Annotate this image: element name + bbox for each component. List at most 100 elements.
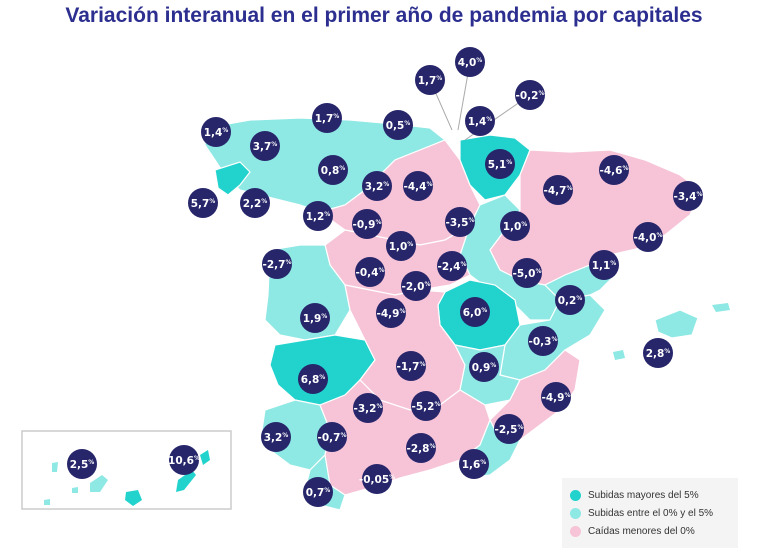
bubble-circle [485, 149, 515, 179]
bubble-circle [298, 364, 328, 394]
legend-item: Caídas menores del 0% [570, 524, 695, 538]
bubble-value: 3,2% [264, 432, 289, 444]
bubble-circle [494, 414, 524, 444]
bubble-circle [352, 209, 382, 239]
bubble-value: -0,3% [529, 336, 558, 348]
value-bubble: -5,2% [411, 391, 441, 421]
bubble-value: 1,4% [468, 116, 493, 128]
value-bubble: -4,9% [541, 382, 571, 412]
value-bubble: -4,4% [403, 171, 433, 201]
bubble-value: 0,5% [386, 120, 411, 132]
bubble-value: -0,05% [359, 474, 395, 486]
value-bubble: 2,2% [240, 188, 270, 218]
bubble-value: -5,2% [412, 401, 441, 413]
bubble-circle [459, 449, 489, 479]
bubble-value: 6,8% [301, 374, 326, 386]
bubble-circle [555, 285, 585, 315]
value-bubble: 3,2% [362, 171, 392, 201]
value-bubble: 3,7% [250, 131, 280, 161]
bubble-circle [353, 393, 383, 423]
value-bubbles: 1,7% 4,0% -0,2% 1,4% 3,7% 1,7% 0,5% 1,4% 5,1% 0,8… [67, 47, 703, 507]
bubble-circle [673, 181, 703, 211]
bubble-value: -0,4% [356, 267, 385, 279]
bubble-value: 10,6% [168, 455, 200, 467]
bubble-value: -4,9% [542, 392, 571, 404]
value-bubble: 1,1% [589, 250, 619, 280]
value-bubble: -4,0% [633, 222, 663, 252]
bubble-circle [455, 47, 485, 77]
bubble-value: -3,4% [674, 191, 703, 203]
bubble-circle [541, 382, 571, 412]
region-gomera [72, 487, 78, 493]
legend-swatch [570, 507, 581, 519]
bubble-value: -3,2% [354, 403, 383, 415]
legend-item: Subidas entre el 0% y el 5% [570, 506, 713, 520]
bubble-circle [500, 211, 530, 241]
bubble-value: -2,7% [263, 259, 292, 271]
value-bubble: -3,4% [673, 181, 703, 211]
value-bubble: -2,7% [262, 249, 292, 279]
bubble-circle [437, 251, 467, 281]
value-bubble: -1,7% [396, 351, 426, 381]
value-bubble: 1,9% [300, 303, 330, 333]
value-bubble: 0,8% [318, 155, 348, 185]
bubble-circle [543, 175, 573, 205]
value-bubble: -5,0% [512, 258, 542, 288]
bubble-value: 1,2% [306, 211, 331, 223]
value-bubble: 1,2% [303, 201, 333, 231]
region-lanzarote [200, 450, 210, 465]
value-bubble: 2,8% [643, 338, 673, 368]
bubble-circle [386, 231, 416, 261]
value-bubble: 1,7% [312, 103, 342, 133]
bubble-circle [201, 117, 231, 147]
bubble-circle [528, 326, 558, 356]
bubble-circle [362, 171, 392, 201]
bubble-value: 2,2% [243, 198, 268, 210]
bubble-value: 1,7% [418, 75, 443, 87]
bubble-value: 0,7% [306, 487, 331, 499]
bubble-value: -0,7% [318, 432, 347, 444]
bubble-value: -1,7% [397, 361, 426, 373]
bubble-circle [303, 477, 333, 507]
bubble-circle [383, 110, 413, 140]
value-bubble: -0,4% [355, 257, 385, 287]
bubble-circle [317, 422, 347, 452]
bubble-circle [67, 449, 97, 479]
legend-swatch [570, 525, 581, 537]
bubble-circle [411, 391, 441, 421]
value-bubble: 1,6% [459, 449, 489, 479]
value-bubble: -3,2% [353, 393, 383, 423]
value-bubble: 0,2% [555, 285, 585, 315]
value-bubble: -0,3% [528, 326, 558, 356]
bubble-circle [403, 171, 433, 201]
bubble-value: 2,5% [70, 459, 95, 471]
value-bubble: 6,8% [298, 364, 328, 394]
region-hierro [44, 499, 50, 505]
bubble-value: -0,9% [353, 219, 382, 231]
bubble-value: -4,4% [404, 181, 433, 193]
value-bubble: 1,7% [415, 65, 445, 95]
map-title: Variación interanual en el primer año de… [65, 4, 703, 27]
value-bubble: -2,0% [401, 271, 431, 301]
region-la-palma [52, 462, 58, 472]
bubble-value: -4,0% [634, 232, 663, 244]
bubble-circle [465, 106, 495, 136]
bubble-circle [643, 338, 673, 368]
bubble-circle [303, 201, 333, 231]
bubble-value: 3,2% [365, 181, 390, 193]
legend-label: Caídas menores del 0% [588, 525, 695, 537]
bubble-circle [396, 351, 426, 381]
value-bubble: -0,7% [317, 422, 347, 452]
canary-inset-frame [21, 430, 232, 510]
bubble-circle [406, 433, 436, 463]
legend: Subidas mayores del 5% Subidas entre el … [562, 478, 738, 548]
value-bubble: -0,9% [352, 209, 382, 239]
value-bubble: -0,2% [515, 80, 545, 110]
region-fuerteventura [176, 470, 196, 492]
value-bubble: 5,1% [485, 149, 515, 179]
value-bubble: 4,0% [455, 47, 485, 77]
value-bubble: 10,6% [168, 445, 200, 475]
value-bubble: 1,0% [386, 231, 416, 261]
bubble-circle [469, 352, 499, 382]
